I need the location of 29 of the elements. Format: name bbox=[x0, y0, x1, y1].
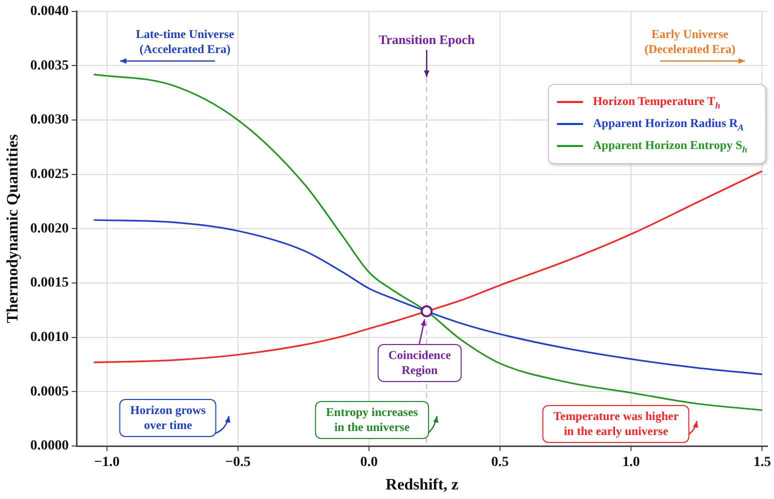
x-tick-label: 1.5 bbox=[753, 455, 771, 470]
y-tick-label: 0.0020 bbox=[30, 221, 69, 236]
y-axis-title: Thermodynamic Quantities bbox=[4, 134, 22, 324]
x-tick-label: 0.0 bbox=[360, 455, 378, 470]
legend-label: Horizon Temperature T$_{h}$ bbox=[593, 94, 720, 110]
y-tick-label: 0.0010 bbox=[30, 330, 69, 345]
annotation: Horizon grows over time bbox=[119, 399, 217, 437]
x-tick-label: −0.5 bbox=[225, 455, 251, 470]
annotation: Early Universe (Decelerated Era) bbox=[644, 27, 736, 57]
y-tick-label: 0.0005 bbox=[30, 384, 69, 400]
y-tick-label: 0.0015 bbox=[30, 276, 69, 291]
annotation: Temperature was higher in the early universe bbox=[542, 405, 690, 443]
y-tick-label: 0.0040 bbox=[30, 4, 69, 20]
ref-line-label: Transition Epoch bbox=[378, 32, 476, 47]
x-tick-label: 0.5 bbox=[491, 455, 509, 470]
line-series bbox=[92, 170, 764, 364]
annotation: Entropy increases in the universe bbox=[315, 401, 429, 439]
y-tick-label: 0.0000 bbox=[30, 438, 69, 454]
y-tick-label: 0.0025 bbox=[30, 166, 69, 182]
legend-label: Apparent Horizon Radius R$_{A}$ bbox=[593, 116, 744, 132]
annotation: Late-time Universe (Accelerated Era) bbox=[136, 27, 234, 57]
x-tick-label: −1.0 bbox=[94, 455, 120, 470]
y-tick-label: 0.0035 bbox=[30, 58, 69, 74]
legend-label: Apparent Horizon Entropy S$_{h}$ bbox=[593, 138, 748, 154]
annotation: Coincidence Region bbox=[377, 344, 462, 382]
x-tick-label: 1.0 bbox=[622, 455, 640, 470]
x-axis-title: Redshift, z bbox=[386, 476, 459, 494]
y-tick-label: 0.0030 bbox=[30, 112, 69, 128]
line-series bbox=[92, 219, 764, 376]
